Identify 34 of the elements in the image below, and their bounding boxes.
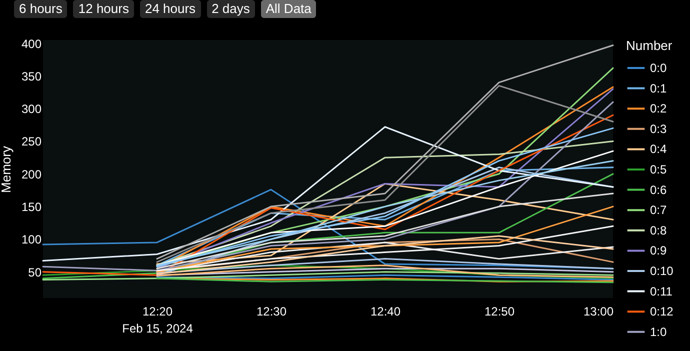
legend-label: 0:4 <box>650 142 668 156</box>
y-tick-label: 150 <box>21 200 42 214</box>
y-tick-label: 400 <box>21 36 42 51</box>
x-tick-label: 12:30 <box>256 304 287 318</box>
y-tick-label: 250 <box>21 134 42 149</box>
y-tick-label: 200 <box>21 167 42 182</box>
legend-label: 0:7 <box>650 203 668 218</box>
x-tick-label: 12:50 <box>484 304 515 318</box>
text: 12 hours <box>73 0 134 18</box>
x-tick-label: 12:20 Feb 15, 2024 <box>122 304 194 336</box>
text: 24 hours <box>140 0 201 18</box>
y-tick-label: 50 <box>28 265 42 280</box>
x-tick-label: 12:40 <box>370 304 401 318</box>
legend-label: 0:9 <box>650 244 668 258</box>
y-axis-title: Memory <box>0 146 14 193</box>
legend-label: 0:6 <box>650 182 668 197</box>
y-tick-label: 300 <box>21 102 42 116</box>
legend-label: 0:2 <box>650 102 668 116</box>
legend-label: 0:3 <box>650 122 668 136</box>
legend-label: 0:10 <box>650 264 674 278</box>
text: 6 hours <box>14 0 68 18</box>
legend-label: 0:12 <box>650 304 674 319</box>
legend-title: Number <box>626 38 673 53</box>
legend-label: 0:8 <box>650 223 668 238</box>
legend-label: 0:5 <box>650 162 668 176</box>
y-tick-label: 350 <box>21 69 42 84</box>
legend-label: 1:0 <box>650 324 668 339</box>
legend-label: 0:0 <box>650 61 668 75</box>
text: 2 days <box>206 0 255 18</box>
legend-label: 0:1 <box>650 81 668 96</box>
y-tick-label: 100 <box>21 232 42 247</box>
x-tick-label: 13:00 <box>583 304 614 318</box>
text: All Data <box>260 0 316 18</box>
legend-label: 0:11 <box>650 284 673 298</box>
